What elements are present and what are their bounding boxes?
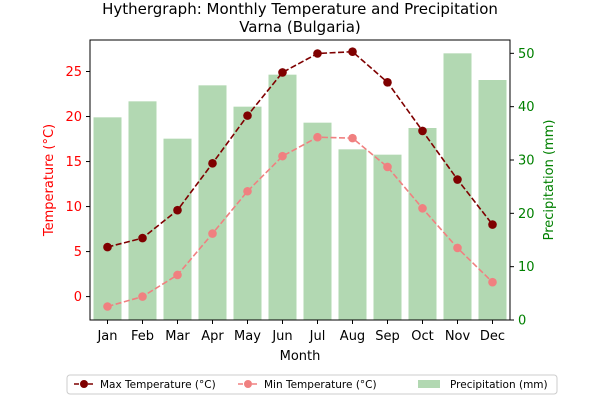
right-tick-label: 10 xyxy=(518,260,535,275)
precip-bar-oct xyxy=(408,128,437,320)
precip-bar-nov xyxy=(443,53,472,320)
max-temp-point-may xyxy=(243,111,252,120)
precip-bar-may xyxy=(233,106,262,321)
precip-bar-jan xyxy=(93,117,122,320)
x-tick-label-jan: Jan xyxy=(96,329,117,344)
precip-bar-feb xyxy=(128,101,157,320)
max-temp-point-oct xyxy=(418,126,427,136)
precipitation-bars xyxy=(93,53,507,321)
left-tick-label: 25 xyxy=(65,65,82,80)
max-temp-point-apr xyxy=(208,159,217,168)
right-tick-label: 40 xyxy=(518,100,535,115)
min-temp-line xyxy=(107,136,494,308)
left-tick-label: 15 xyxy=(65,155,82,170)
x-tick-label-aug: Aug xyxy=(340,329,365,344)
legend-precip-label: Precipitation (mm) xyxy=(450,379,548,391)
x-tick-label-dec: Dec xyxy=(480,329,505,344)
legend-max-marker xyxy=(80,380,88,388)
legend-max-label: Max Temperature (°C) xyxy=(100,379,216,391)
min-temp-point-sep xyxy=(383,162,392,172)
right-tick-label: 0 xyxy=(518,314,526,329)
precip-bar-apr xyxy=(198,85,227,320)
right-tick-label: 20 xyxy=(518,207,535,222)
x-tick-label-feb: Feb xyxy=(131,329,154,344)
chart-title-line1: Hythergraph: Monthly Temperature and Pre… xyxy=(102,0,498,18)
precip-bar-mar xyxy=(163,138,192,320)
right-tick-label: 30 xyxy=(518,154,535,169)
left-axis-label: Temperature (°C) xyxy=(42,124,57,237)
x-tick-label-may: May xyxy=(234,329,261,344)
max-temp-point-mar xyxy=(173,205,182,215)
max-temp-point-sep xyxy=(383,78,392,87)
max-temp-point-jun xyxy=(278,68,287,77)
right-tick-label: 50 xyxy=(518,47,535,62)
max-temp-point-dec xyxy=(488,220,497,229)
x-tick-label-jun: Jun xyxy=(271,329,292,344)
min-temp-point-apr xyxy=(208,229,217,238)
max-temp-point-jul xyxy=(313,49,322,58)
precip-bar-aug xyxy=(338,149,367,320)
x-tick-label-sep: Sep xyxy=(375,329,400,344)
legend-frame xyxy=(66,374,558,395)
legend-item-max: Max Temperature (°C) xyxy=(74,379,216,391)
min-temp-point-oct xyxy=(418,204,427,213)
min-temp-point-may xyxy=(243,186,252,196)
max-temp-point-feb xyxy=(138,233,147,243)
legend-min-marker xyxy=(244,380,252,388)
max-temp-point-nov xyxy=(453,175,462,184)
temperature-lines xyxy=(103,47,497,311)
legend: Max Temperature (°C) Min Temperature (°C… xyxy=(66,374,558,395)
legend-item-min: Min Temperature (°C) xyxy=(238,379,377,391)
x-tick-label-mar: Mar xyxy=(165,329,190,344)
min-temp-point-jan xyxy=(103,302,112,311)
plot-frame xyxy=(89,39,511,321)
x-axis-label: Month xyxy=(280,349,321,364)
right-axis: 0 10 20 30 40 50 xyxy=(510,47,535,329)
left-tick-label: 0 xyxy=(74,290,82,305)
left-axis: 0 5 10 15 20 25 xyxy=(65,65,90,305)
precip-bar-jun xyxy=(268,74,297,321)
legend-item-precip: Precipitation (mm) xyxy=(418,379,548,391)
min-temp-point-aug xyxy=(348,133,357,143)
x-axis: Jan Feb Mar Apr May Jun Jul Aug Sep Oct Nov Dec xyxy=(96,320,505,344)
x-tick-label-apr: Apr xyxy=(201,329,224,344)
max-temp-point-jan xyxy=(103,242,112,252)
min-temp-point-jun xyxy=(278,151,287,161)
precip-bar-jul xyxy=(303,122,332,321)
min-temp-point-nov xyxy=(453,243,462,253)
x-tick-label-nov: Nov xyxy=(445,329,471,344)
left-tick-label: 5 xyxy=(74,245,82,260)
legend-min-label: Min Temperature (°C) xyxy=(264,379,377,391)
min-temp-point-dec xyxy=(488,277,497,287)
x-tick-label-oct: Oct xyxy=(411,329,433,344)
min-temp-point-feb xyxy=(138,292,147,301)
right-axis-label: Precipitation (mm) xyxy=(542,120,557,241)
min-temp-point-mar xyxy=(173,270,182,280)
precip-bar-sep xyxy=(373,154,402,320)
max-temp-point-aug xyxy=(348,47,357,57)
min-temp-point-jul xyxy=(313,132,322,142)
x-tick-label-jul: Jul xyxy=(309,329,326,344)
chart-title-line2: Varna (Bulgaria) xyxy=(239,18,361,36)
max-temp-line xyxy=(107,50,494,248)
left-tick-label: 20 xyxy=(65,110,82,125)
legend-precip-swatch xyxy=(418,380,440,388)
left-tick-label: 10 xyxy=(65,200,82,215)
